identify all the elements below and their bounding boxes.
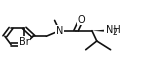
Text: N: N bbox=[56, 26, 63, 36]
Text: NH: NH bbox=[106, 25, 121, 35]
Text: 2: 2 bbox=[112, 28, 117, 37]
Text: Br: Br bbox=[19, 37, 30, 47]
Text: O: O bbox=[78, 15, 85, 25]
Polygon shape bbox=[92, 30, 104, 32]
